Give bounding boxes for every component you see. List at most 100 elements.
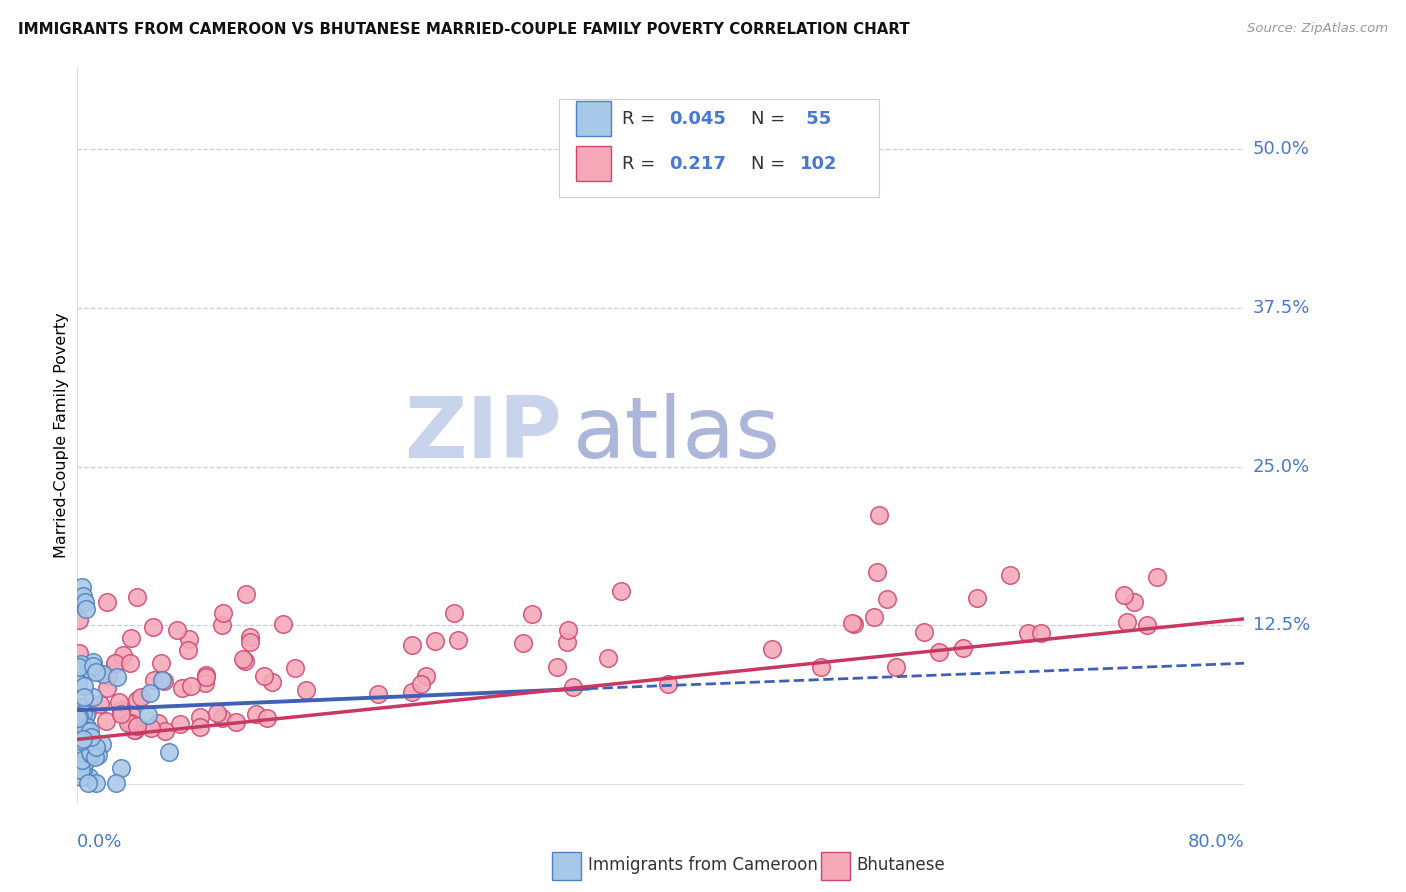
Point — [235, 587, 257, 601]
Point — [75, 723, 97, 737]
Point — [952, 640, 974, 655]
Point — [195, 670, 218, 684]
Text: ZIP: ZIP — [404, 393, 561, 476]
Point — [125, 590, 148, 604]
Point — [70, 657, 93, 672]
Text: N =: N = — [751, 110, 790, 128]
Point — [177, 643, 200, 657]
Point — [76, 720, 98, 734]
Point — [72, 732, 94, 747]
Point — [72, 589, 94, 603]
Point — [966, 591, 988, 605]
Point — [761, 642, 783, 657]
Point — [150, 673, 173, 688]
Point — [555, 635, 578, 649]
Point — [149, 656, 172, 670]
Point — [876, 592, 898, 607]
Bar — [575, 101, 610, 136]
Point — [411, 677, 433, 691]
Point — [193, 676, 215, 690]
Point — [447, 633, 470, 648]
Point — [82, 656, 104, 670]
Point — [67, 711, 90, 725]
Point — [138, 686, 160, 700]
Point — [72, 679, 94, 693]
Point — [89, 697, 111, 711]
Point — [76, 706, 98, 720]
Text: IMMIGRANTS FROM CAMEROON VS BHUTANESE MARRIED-COUPLE FAMILY POVERTY CORRELATION : IMMIGRANTS FROM CAMEROON VS BHUTANESE MA… — [18, 22, 910, 37]
Point — [72, 764, 94, 778]
Point — [96, 595, 118, 609]
Point — [73, 690, 96, 704]
Point — [82, 690, 104, 704]
Point — [84, 776, 107, 790]
Point — [104, 657, 127, 672]
Point — [142, 673, 165, 687]
Point — [188, 720, 211, 734]
Bar — [821, 852, 849, 880]
Point — [67, 745, 90, 759]
Point — [110, 703, 132, 717]
Point — [1146, 570, 1168, 584]
Point — [561, 680, 583, 694]
Point — [928, 645, 950, 659]
Point — [117, 715, 139, 730]
Text: atlas: atlas — [574, 393, 782, 476]
Point — [294, 682, 316, 697]
Point — [82, 659, 104, 673]
Point — [884, 660, 907, 674]
Point — [284, 661, 307, 675]
Point — [125, 693, 148, 707]
Point — [211, 618, 233, 632]
Point — [367, 688, 389, 702]
Point — [110, 706, 132, 721]
Point — [67, 660, 90, 674]
Point — [70, 763, 93, 777]
Point — [157, 745, 180, 759]
Point — [77, 776, 100, 790]
Point — [70, 770, 93, 784]
Point — [110, 761, 132, 775]
Text: Source: ZipAtlas.com: Source: ZipAtlas.com — [1247, 22, 1388, 36]
Point — [120, 656, 142, 670]
Point — [83, 749, 105, 764]
Point — [866, 565, 889, 579]
Point — [75, 708, 97, 723]
Point — [125, 719, 148, 733]
Point — [868, 508, 890, 522]
Point — [841, 616, 863, 631]
Point — [79, 730, 101, 744]
Point — [190, 710, 212, 724]
Point — [546, 659, 568, 673]
Point — [66, 711, 89, 725]
Point — [75, 601, 97, 615]
Point — [211, 711, 233, 725]
Text: R =: R = — [623, 154, 666, 173]
Point — [69, 762, 91, 776]
Point — [401, 685, 423, 699]
Point — [69, 728, 91, 742]
Point — [104, 656, 127, 670]
Point — [152, 673, 174, 688]
Text: Immigrants from Cameroon: Immigrants from Cameroon — [589, 856, 818, 874]
Point — [67, 675, 90, 690]
Point — [136, 707, 159, 722]
Point — [512, 636, 534, 650]
Point — [225, 714, 247, 729]
Point — [239, 631, 262, 645]
Point — [105, 776, 128, 790]
Y-axis label: Married-Couple Family Poverty: Married-Couple Family Poverty — [53, 312, 69, 558]
Point — [86, 747, 108, 762]
Point — [245, 706, 267, 721]
Point — [1116, 615, 1139, 629]
Point — [142, 620, 165, 634]
Point — [67, 613, 90, 627]
Point — [120, 631, 142, 645]
Point — [401, 638, 423, 652]
Point — [108, 695, 131, 709]
Point — [67, 646, 90, 660]
Text: N =: N = — [751, 154, 790, 173]
Point — [842, 616, 865, 631]
Point — [124, 723, 146, 737]
Point — [233, 654, 256, 668]
